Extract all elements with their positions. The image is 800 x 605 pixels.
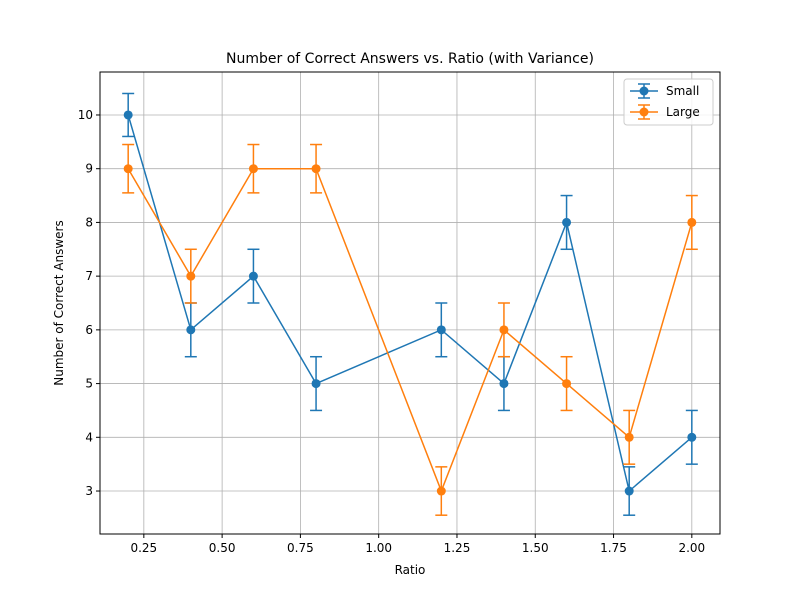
x-tick-label: 0.25	[130, 541, 157, 555]
data-point	[123, 110, 133, 120]
data-point	[562, 379, 572, 389]
series-layer	[122, 92, 698, 516]
y-tick-label: 6	[85, 323, 93, 337]
data-point	[248, 164, 258, 174]
x-tick-label: 0.50	[209, 541, 236, 555]
y-tick-label: 7	[85, 269, 93, 283]
data-point	[436, 325, 446, 335]
legend-item-large: Large	[630, 104, 700, 120]
data-point	[687, 217, 697, 227]
data-point	[499, 325, 509, 335]
legend-item-small: Small	[630, 83, 699, 99]
legend-marker	[639, 107, 649, 117]
x-axis-label: Ratio	[395, 563, 426, 577]
x-tick-label: 1.75	[600, 541, 627, 555]
x-tick-label: 2.00	[678, 541, 705, 555]
legend-label: Small	[666, 84, 699, 98]
axis-ticks: 0.25 0.50 0.75 1.00 1.25 1.50 1.75 2.00 3 4 5 6 7 8 9 1…	[78, 108, 705, 555]
legend-marker	[639, 86, 649, 96]
y-axis-label: Number of Correct Answers	[52, 220, 66, 385]
plot-frame	[99, 71, 721, 535]
data-point	[311, 164, 321, 174]
data-point	[562, 217, 572, 227]
x-tick-label: 1.50	[522, 541, 549, 555]
data-point	[436, 486, 446, 496]
y-tick-label: 3	[85, 484, 93, 498]
chart-title: Number of Correct Answers vs. Ratio (wit…	[226, 51, 594, 67]
x-tick-label: 1.25	[444, 541, 471, 555]
y-tick-label: 8	[85, 215, 93, 229]
y-tick-label: 5	[85, 377, 93, 391]
data-point	[123, 164, 133, 174]
data-point	[248, 271, 258, 281]
data-point	[311, 379, 321, 389]
data-point	[687, 432, 697, 442]
data-point	[186, 271, 196, 281]
legend: Small Large	[623, 78, 714, 126]
data-point	[499, 379, 509, 389]
y-tick-label: 10	[78, 108, 93, 122]
data-point	[624, 432, 634, 442]
x-tick-label: 0.75	[287, 541, 314, 555]
data-point	[624, 486, 634, 496]
legend-label: Large	[666, 105, 700, 119]
y-tick-label: 9	[85, 162, 93, 176]
data-point	[186, 325, 196, 335]
series-large	[122, 143, 698, 516]
x-tick-label: 1.00	[365, 541, 392, 555]
y-tick-label: 4	[85, 430, 93, 444]
